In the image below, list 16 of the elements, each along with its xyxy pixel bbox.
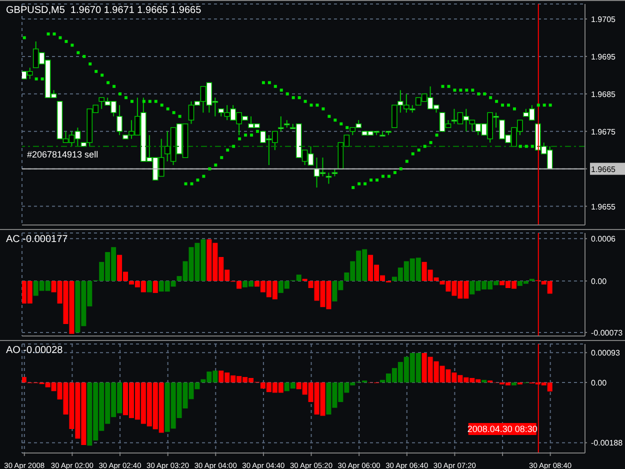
y-tick-label: 0.0006 <box>591 234 616 244</box>
y-tick-label: 0.00 <box>591 276 608 286</box>
y-tick-label: 1.9685 <box>591 90 616 99</box>
chart-title: GBPUSD,M5 1.9670 1.9671 1.9665 1.9665 <box>6 5 202 16</box>
chart-title: AO -0.00028 <box>6 345 63 356</box>
y-tick-label: 1.9665 <box>591 164 616 174</box>
ref-line-label: #2067814913 sell <box>27 150 98 160</box>
chart-title: AC -0.000177 <box>6 234 68 245</box>
y-tick-label: 0.00 <box>591 378 608 388</box>
y-tick-label: -0.00073 <box>591 328 624 338</box>
y-tick-label: -0.00188 <box>591 438 624 448</box>
y-tick-label: 1.9675 <box>591 127 616 136</box>
y-tick-label: 1.9655 <box>591 202 616 212</box>
y-tick-label: 0.00093 <box>591 348 620 358</box>
y-tick-label: 1.9695 <box>591 52 616 62</box>
y-tick-label: 1.9705 <box>591 14 616 24</box>
